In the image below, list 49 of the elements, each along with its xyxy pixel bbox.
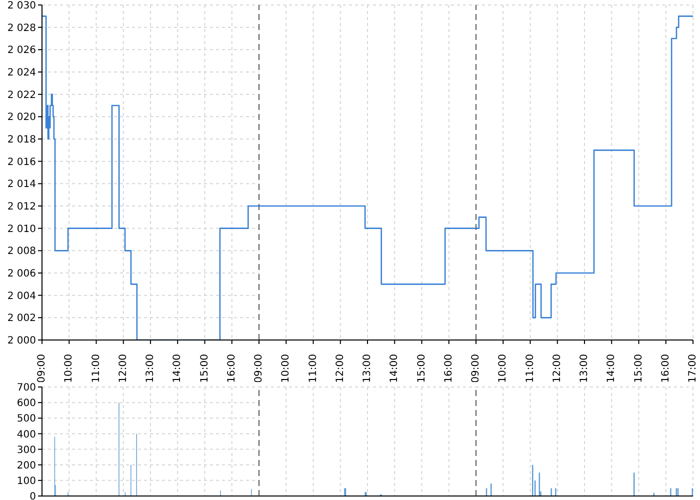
y-tick-label: 2 028 bbox=[7, 22, 36, 34]
x-tick-label: 11:00 bbox=[524, 354, 536, 383]
x-tick-label: 09:00 bbox=[470, 354, 482, 383]
x-tick-label: 16:00 bbox=[443, 354, 454, 383]
x-tick-label: 11:00 bbox=[308, 354, 319, 383]
y-tick-label: 400 bbox=[16, 429, 36, 440]
x-tick-label: 12:00 bbox=[118, 354, 129, 383]
y-tick-label: 2 016 bbox=[7, 156, 36, 168]
x-tick-label: 16:00 bbox=[226, 354, 238, 383]
y-tick-label: 100 bbox=[16, 476, 36, 487]
x-tick-label: 12:00 bbox=[552, 354, 563, 383]
y-tick-label: 2 000 bbox=[7, 336, 36, 347]
x-tick-label: 10:00 bbox=[498, 354, 509, 383]
x-tick-label: 14:00 bbox=[606, 354, 618, 383]
y-tick-label: 2 004 bbox=[7, 290, 36, 302]
y-tick-label: 500 bbox=[16, 414, 36, 425]
y-tick-label: 2 030 bbox=[7, 0, 36, 12]
x-tick-label: 15:00 bbox=[199, 354, 210, 383]
x-tick-label: 10:00 bbox=[280, 354, 292, 383]
x-tick-label: 14:00 bbox=[172, 354, 184, 383]
x-tick-label: 10:00 bbox=[64, 354, 75, 383]
x-tick-label: 15:00 bbox=[633, 354, 644, 383]
y-tick-label: 2 020 bbox=[7, 112, 36, 124]
y-tick-label: 700 bbox=[16, 382, 36, 394]
y-tick-label: 2 002 bbox=[7, 313, 36, 324]
y-tick-label: 2 024 bbox=[7, 68, 36, 79]
y-tick-label: 200 bbox=[16, 460, 36, 472]
y-tick-label: 2 026 bbox=[7, 45, 36, 56]
x-tick-label: 12:00 bbox=[334, 354, 346, 383]
y-tick-label: 0 bbox=[30, 492, 36, 500]
y-tick-label: 600 bbox=[16, 398, 36, 410]
y-tick-label: 2 018 bbox=[7, 134, 36, 146]
x-tick-label: 09:00 bbox=[254, 354, 264, 383]
y-tick-label: 2 008 bbox=[7, 246, 36, 258]
x-tick-label: 13:00 bbox=[145, 354, 156, 383]
x-tick-label: 11:00 bbox=[90, 354, 102, 383]
x-tick-label: 13:00 bbox=[579, 354, 590, 383]
y-tick-label: 2 012 bbox=[7, 202, 36, 213]
x-tick-label: 14:00 bbox=[389, 354, 400, 383]
x-tick-label: 16:00 bbox=[660, 354, 672, 383]
x-tick-label: 13:00 bbox=[362, 354, 373, 383]
y-tick-label: 2 014 bbox=[7, 179, 36, 190]
y-tick-label: 2 006 bbox=[7, 268, 36, 280]
x-tick-label: 15:00 bbox=[416, 354, 428, 383]
y-tick-label: 2 010 bbox=[7, 224, 36, 235]
x-tick-label: 17:00 bbox=[688, 354, 698, 383]
y-tick-label: 2 022 bbox=[7, 90, 36, 101]
x-tick-label: 09:00 bbox=[36, 354, 48, 383]
y-tick-label: 300 bbox=[16, 444, 36, 456]
